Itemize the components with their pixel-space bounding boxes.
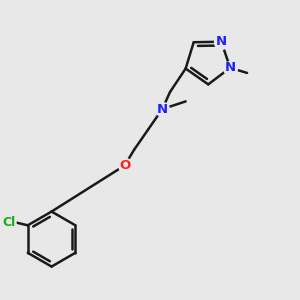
Text: N: N <box>216 35 227 48</box>
Text: N: N <box>157 103 168 116</box>
Text: N: N <box>225 61 236 74</box>
Text: O: O <box>119 159 130 172</box>
Text: Cl: Cl <box>2 216 16 229</box>
